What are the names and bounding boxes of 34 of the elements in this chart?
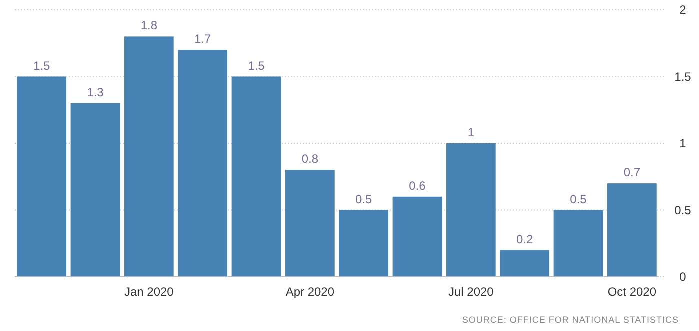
bar xyxy=(17,76,67,277)
x-tick-label: Jan 2020 xyxy=(124,285,174,299)
data-label: 1.8 xyxy=(140,18,158,33)
bar xyxy=(70,103,120,277)
y-tick-label: 2 xyxy=(680,3,687,18)
y-tick-label: 0 xyxy=(680,270,687,284)
x-tick-label: Jul 2020 xyxy=(448,285,494,299)
data-label: 0.7 xyxy=(624,166,641,180)
y-tick-label: 0.5 xyxy=(674,203,692,218)
bar xyxy=(607,184,657,277)
bar xyxy=(554,210,604,277)
data-label: 1.5 xyxy=(248,58,266,73)
data-label: 1.7 xyxy=(194,32,212,46)
y-tick-label: 1.5 xyxy=(674,70,692,84)
y-tick-label: 1 xyxy=(680,136,687,151)
data-label: 1 xyxy=(468,126,475,140)
data-label: 1.3 xyxy=(87,85,104,100)
bar xyxy=(500,250,550,277)
bar xyxy=(178,50,228,277)
bar xyxy=(339,210,389,277)
bar xyxy=(446,144,496,277)
bar xyxy=(232,76,282,277)
bar xyxy=(124,36,174,277)
data-label: 0.5 xyxy=(355,192,372,206)
data-label: 0.2 xyxy=(516,232,534,246)
source-note: SOURCE: OFFICE FOR NATIONAL STATISTICS xyxy=(462,315,679,325)
data-label: 0.6 xyxy=(409,178,426,193)
x-tick-label: Oct 2020 xyxy=(608,285,657,299)
bar xyxy=(392,196,442,277)
data-label: 1.5 xyxy=(33,58,50,73)
bar xyxy=(285,170,335,277)
x-tick-label: Apr 2020 xyxy=(286,285,335,299)
data-label: 0.8 xyxy=(302,152,319,166)
data-label: 0.5 xyxy=(570,192,588,206)
